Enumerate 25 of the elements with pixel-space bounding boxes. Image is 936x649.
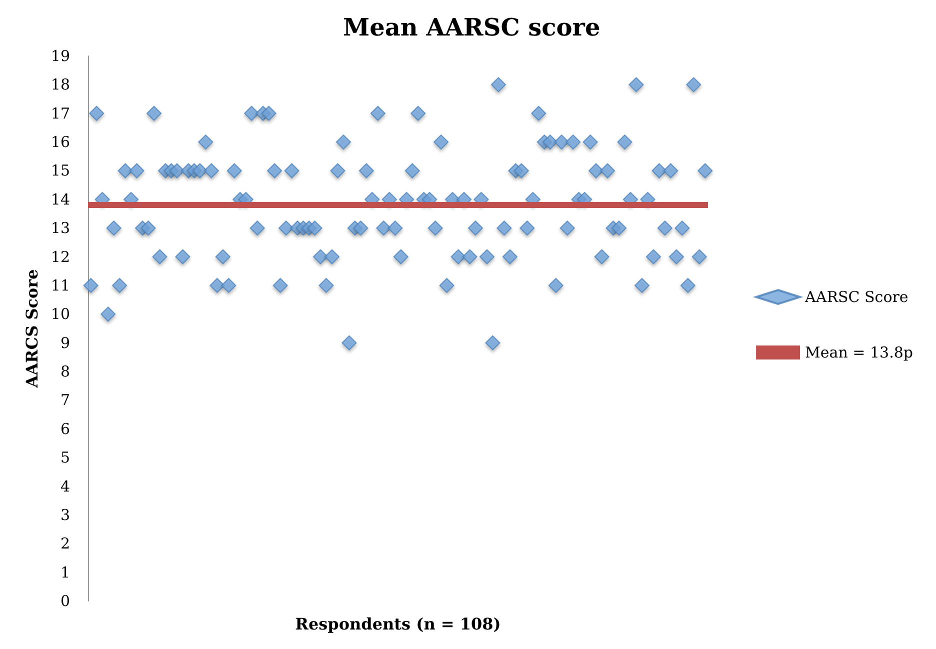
y-tick-label: 15 xyxy=(50,162,70,180)
y-tick-label: 4 xyxy=(60,477,70,496)
y-tick-label: 0 xyxy=(60,592,70,610)
y-tick-label: 9 xyxy=(60,334,70,352)
y-tick-label: 8 xyxy=(60,362,70,381)
y-tick-label: 2 xyxy=(60,534,70,553)
y-tick-label: 13 xyxy=(50,219,70,238)
y-tick-label: 6 xyxy=(60,420,70,438)
chart-title: Mean AARSC score xyxy=(343,12,600,42)
x-axis-title: Respondents (n = 108) xyxy=(295,614,501,634)
y-tick-label: 18 xyxy=(50,76,70,94)
y-tick-label: 10 xyxy=(50,305,70,324)
y-tick-label: 5 xyxy=(60,448,70,467)
y-tick-label: 16 xyxy=(50,133,70,152)
legend-label: AARSC Score xyxy=(804,288,908,306)
legend-label: Mean = 13.8p xyxy=(805,344,914,362)
y-tick-label: 7 xyxy=(60,391,70,410)
y-tick-label: 17 xyxy=(50,104,70,122)
y-tick-label: 14 xyxy=(50,190,70,208)
y-tick-label: 11 xyxy=(50,276,70,294)
y-tick-label: 12 xyxy=(50,248,70,266)
y-axis-title: AARCS Score xyxy=(22,269,42,389)
y-tick-label: 3 xyxy=(60,506,70,524)
y-tick-label: 19 xyxy=(50,47,70,65)
y-tick-label: 1 xyxy=(60,563,70,582)
